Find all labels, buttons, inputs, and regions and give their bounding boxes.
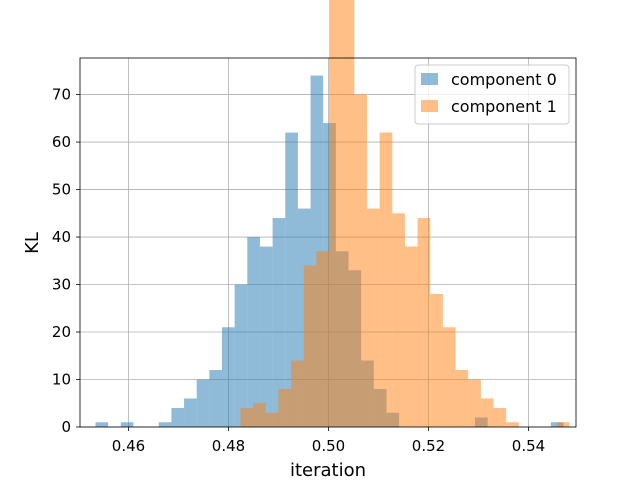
x-tick-label: 0.52 (412, 437, 445, 455)
x-tick-label: 0.48 (212, 437, 245, 455)
y-tick-label: 40 (52, 228, 71, 246)
plot-frame (79, 57, 577, 428)
legend-label-component-1: component 1 (451, 97, 557, 116)
histogram-bar-series-1 (480, 398, 494, 427)
histogram-bar-series-1 (303, 265, 317, 427)
legend: component 0 component 1 (414, 64, 570, 125)
y-tick-label: 50 (52, 181, 71, 199)
histogram-bar-series-1 (506, 422, 519, 427)
histogram-bar-series-0 (184, 398, 197, 427)
y-tick-label: 70 (52, 86, 71, 104)
y-tick-label: 0 (61, 418, 71, 436)
x-tick-label: 0.54 (512, 437, 545, 455)
x-axis-ticks: 0.46 0.48 0.50 0.52 0.54 (112, 427, 545, 455)
histogram-bar-series-1 (379, 132, 393, 427)
y-tick-label: 60 (52, 133, 71, 151)
histogram-bar-series-0 (222, 327, 235, 427)
histogram-bar-series-1 (455, 370, 469, 427)
histogram-bar-series-0 (247, 237, 260, 427)
histogram-bar-series-1 (430, 294, 443, 427)
histogram-bar-series-1 (341, 0, 355, 427)
histogram-bar-series-1 (253, 403, 266, 427)
y-tick-label: 20 (52, 323, 71, 341)
histogram-bar-series-1 (240, 408, 254, 427)
histogram-bar-series-1 (291, 360, 304, 427)
histogram-bar-series-0 (272, 218, 286, 427)
x-tick-label: 0.50 (312, 437, 345, 455)
histogram-bar-series-1 (316, 251, 330, 427)
y-tick-label: 30 (52, 276, 71, 294)
y-tick-label: 10 (52, 371, 71, 389)
histogram-bar-series-1 (392, 213, 405, 427)
histogram-bar-series-1 (417, 218, 431, 427)
legend-swatch-component-1 (421, 100, 438, 112)
histogram-bar-series-0 (158, 422, 172, 427)
histogram-bar-series-1 (265, 412, 279, 427)
legend-swatch-component-0 (421, 73, 438, 85)
histogram-bar-series-1 (493, 408, 507, 427)
histogram-bar-series-1 (556, 422, 570, 427)
histogram-bar-series-1 (404, 246, 418, 427)
histogram-bar-series-1 (468, 379, 481, 427)
bars (95, 0, 570, 428)
histogram-bar-series-1 (278, 389, 292, 427)
histogram-bar-series-0 (120, 422, 134, 427)
histogram-bar-series-0 (196, 379, 210, 427)
histogram-bar-series-0 (259, 246, 273, 427)
histogram-bar-series-1 (442, 327, 456, 427)
y-axis-label: KL (22, 232, 43, 254)
legend-label-component-0: component 0 (451, 70, 557, 89)
histogram-bar-series-1 (329, 0, 342, 427)
x-tick-label: 0.46 (112, 437, 145, 455)
histogram-bar-series-0 (209, 370, 222, 427)
legend-box (414, 64, 570, 125)
y-axis-ticks: 0 10 20 30 40 50 60 70 (52, 86, 80, 436)
histogram-bar-series-0 (171, 408, 185, 427)
histogram-bar-series-1 (354, 94, 367, 427)
histogram-bar-series-0 (285, 132, 298, 427)
histogram-bar-series-0 (95, 422, 109, 427)
x-axis-label: iteration (290, 460, 366, 480)
histogram-bar-series-1 (367, 208, 380, 427)
histogram-bar-series-0 (234, 284, 248, 427)
